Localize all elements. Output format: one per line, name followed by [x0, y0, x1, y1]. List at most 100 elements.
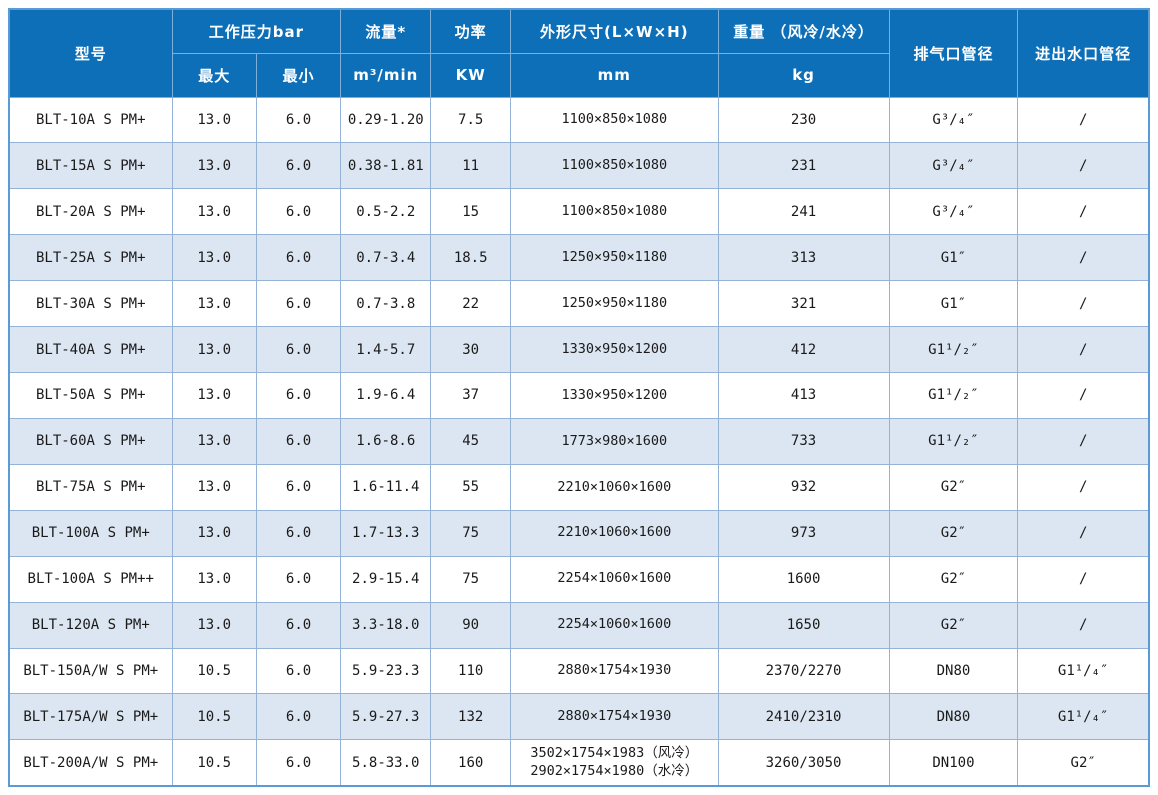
- cell-dimensions: 2210×1060×1600: [510, 463, 719, 511]
- table-row: BLT-100A S PM++ 13.0 6.0 2.9-15.4 75 225…: [8, 555, 1150, 603]
- cell-dimensions: 3502×1754×1983（风冷） 2902×1754×1980（水冷）: [510, 739, 719, 787]
- col-header-flow-unit: m³/min: [340, 52, 432, 98]
- cell-dimensions: 2254×1060×1600: [510, 601, 719, 649]
- col-header-outlet-port: 排气口管径: [888, 8, 1019, 98]
- cell-weight: 932: [717, 463, 890, 511]
- cell-water-port: G2″: [1017, 739, 1150, 787]
- cell-weight: 230: [717, 96, 890, 144]
- cell-flow-range: 1.6-11.4: [340, 463, 432, 511]
- cell-flow-range: 0.29-1.20: [340, 96, 432, 144]
- cell-water-port: /: [1017, 372, 1150, 419]
- table-row: BLT-120A S PM+ 13.0 6.0 3.3-18.0 90 2254…: [8, 601, 1150, 649]
- cell-water-port: /: [1017, 601, 1150, 649]
- table-row: BLT-75A S PM+ 13.0 6.0 1.6-11.4 55 2210×…: [8, 463, 1150, 511]
- cell-dimensions: 1773×980×1600: [510, 417, 719, 465]
- cell-dimensions: 2880×1754×1930: [510, 647, 719, 695]
- cell-water-port: /: [1017, 280, 1150, 328]
- cell-dimensions: 1100×850×1080: [510, 142, 719, 190]
- cell-dimensions: 2880×1754×1930: [510, 693, 719, 741]
- cell-dimensions: 2254×1060×1600: [510, 555, 719, 603]
- cell-power: 11: [430, 142, 512, 190]
- col-header-water-port: 进出水口管径: [1017, 8, 1150, 98]
- cell-pressure-min: 6.0: [255, 463, 342, 511]
- cell-outlet-port: G1″: [888, 234, 1019, 282]
- cell-outlet-port: G1¹/₂″: [888, 326, 1019, 374]
- cell-flow-range: 5.8-33.0: [340, 739, 432, 787]
- cell-flow-range: 3.3-18.0: [340, 601, 432, 649]
- cell-model: BLT-200A/W S PM+: [8, 739, 173, 787]
- cell-model: BLT-10A S PM+: [8, 96, 173, 144]
- cell-weight: 2410/2310: [717, 693, 890, 741]
- cell-power: 160: [430, 739, 512, 787]
- table-row: BLT-10A S PM+ 13.0 6.0 0.29-1.20 7.5 110…: [8, 96, 1150, 144]
- cell-pressure-max: 13.0: [171, 326, 257, 374]
- cell-pressure-max: 13.0: [171, 280, 257, 328]
- cell-dimensions: 2210×1060×1600: [510, 509, 719, 557]
- col-header-pressure-max: 最大: [171, 52, 257, 98]
- table-row: BLT-150A/W S PM+ 10.5 6.0 5.9-23.3 110 2…: [8, 647, 1150, 695]
- cell-model: BLT-20A S PM+: [8, 188, 173, 236]
- col-header-model: 型号: [8, 8, 173, 98]
- cell-model: BLT-15A S PM+: [8, 142, 173, 190]
- cell-power: 30: [430, 326, 512, 374]
- cell-flow-range: 0.38-1.81: [340, 142, 432, 190]
- col-header-pressure-group: 工作压力bar: [171, 8, 342, 54]
- table-body: BLT-10A S PM+ 13.0 6.0 0.29-1.20 7.5 110…: [8, 96, 1150, 787]
- cell-outlet-port: G2″: [888, 509, 1019, 557]
- cell-outlet-port: DN80: [888, 647, 1019, 695]
- cell-pressure-max: 10.5: [171, 739, 257, 787]
- cell-outlet-port: G³/₄″: [888, 142, 1019, 190]
- cell-pressure-min: 6.0: [255, 96, 342, 144]
- cell-outlet-port: DN100: [888, 739, 1019, 787]
- cell-pressure-min: 6.0: [255, 142, 342, 190]
- cell-pressure-min: 6.0: [255, 739, 342, 787]
- cell-model: BLT-50A S PM+: [8, 372, 173, 419]
- table-row: BLT-50A S PM+ 13.0 6.0 1.9-6.4 37 1330×9…: [8, 372, 1150, 419]
- cell-outlet-port: G1¹/₂″: [888, 372, 1019, 419]
- cell-pressure-min: 6.0: [255, 372, 342, 419]
- cell-pressure-max: 13.0: [171, 555, 257, 603]
- cell-model: BLT-150A/W S PM+: [8, 647, 173, 695]
- cell-dimensions: 1330×950×1200: [510, 326, 719, 374]
- cell-dimensions: 1100×850×1080: [510, 188, 719, 236]
- cell-pressure-max: 13.0: [171, 234, 257, 282]
- cell-outlet-port: G2″: [888, 601, 1019, 649]
- cell-weight: 973: [717, 509, 890, 557]
- cell-power: 45: [430, 417, 512, 465]
- cell-model: BLT-75A S PM+: [8, 463, 173, 511]
- cell-pressure-min: 6.0: [255, 188, 342, 236]
- cell-pressure-min: 6.0: [255, 601, 342, 649]
- table-row: BLT-40A S PM+ 13.0 6.0 1.4-5.7 30 1330×9…: [8, 326, 1150, 374]
- cell-water-port: /: [1017, 188, 1150, 236]
- cell-pressure-max: 13.0: [171, 417, 257, 465]
- cell-water-port: /: [1017, 234, 1150, 282]
- cell-model: BLT-120A S PM+: [8, 601, 173, 649]
- table-row: BLT-25A S PM+ 13.0 6.0 0.7-3.4 18.5 1250…: [8, 234, 1150, 282]
- cell-weight: 231: [717, 142, 890, 190]
- cell-pressure-min: 6.0: [255, 417, 342, 465]
- cell-flow-range: 1.4-5.7: [340, 326, 432, 374]
- table-header: 型号 工作压力bar 流量* 功率 外形尺寸(L×W×H) 重量 （风冷/水冷）…: [8, 8, 1150, 98]
- table-row: BLT-15A S PM+ 13.0 6.0 0.38-1.81 11 1100…: [8, 142, 1150, 190]
- col-header-weight: 重量 （风冷/水冷）: [717, 8, 890, 54]
- cell-water-port: /: [1017, 555, 1150, 603]
- cell-flow-range: 2.9-15.4: [340, 555, 432, 603]
- cell-outlet-port: DN80: [888, 693, 1019, 741]
- cell-pressure-min: 6.0: [255, 509, 342, 557]
- cell-weight: 313: [717, 234, 890, 282]
- cell-power: 37: [430, 372, 512, 419]
- cell-pressure-min: 6.0: [255, 647, 342, 695]
- cell-water-port: G1¹/₄″: [1017, 693, 1150, 741]
- cell-weight: 321: [717, 280, 890, 328]
- cell-weight: 413: [717, 372, 890, 419]
- cell-power: 15: [430, 188, 512, 236]
- cell-flow-range: 1.6-8.6: [340, 417, 432, 465]
- cell-model: BLT-30A S PM+: [8, 280, 173, 328]
- cell-outlet-port: G³/₄″: [888, 188, 1019, 236]
- cell-pressure-max: 13.0: [171, 96, 257, 144]
- cell-water-port: /: [1017, 417, 1150, 465]
- cell-model: BLT-60A S PM+: [8, 417, 173, 465]
- cell-power: 75: [430, 509, 512, 557]
- cell-water-port: /: [1017, 142, 1150, 190]
